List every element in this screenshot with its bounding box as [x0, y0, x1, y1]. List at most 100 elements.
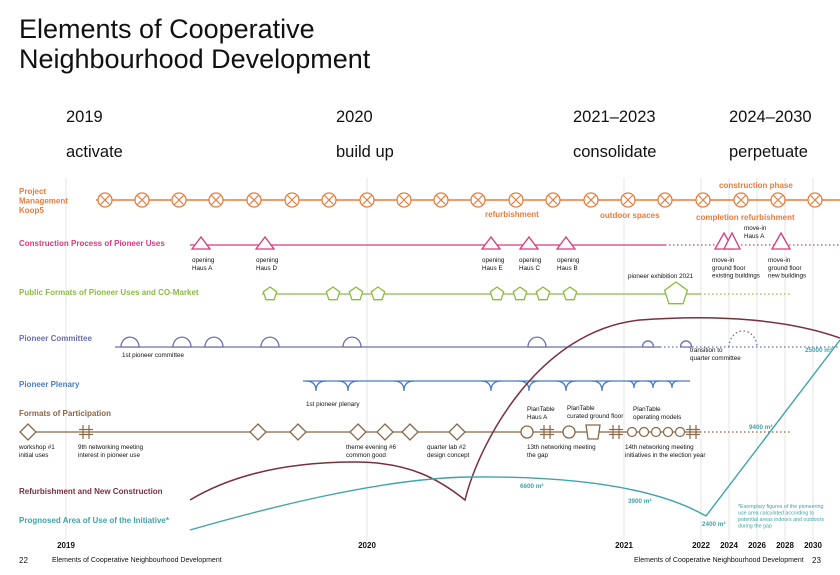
- cross-circle-icon: [583, 192, 599, 208]
- area-value-25000: 25000 m²: [805, 347, 832, 354]
- pentagon-icon: [370, 286, 386, 301]
- cross-circle-icon: [134, 192, 150, 208]
- area-value-2400: 2400 m²: [702, 521, 725, 528]
- construction-row-label: Construction Process of Pioneer Uses: [19, 239, 165, 248]
- cross-circle-icon: [171, 192, 187, 208]
- public-formats-row-label: Public Formats of Pioneer Uses and CO-Ma…: [19, 288, 199, 297]
- plenary-marker-icon: [665, 380, 679, 389]
- event-quarter-lab-line-2: design concept: [427, 452, 470, 459]
- triangle-icon: [480, 235, 502, 250]
- event-13th-networking-line-1: 13th networking meeting: [527, 444, 596, 451]
- page-title: Elements of Cooperative Neighbourhood De…: [19, 14, 370, 74]
- plenary-marker-icon: [305, 380, 327, 392]
- hash-icon: [79, 425, 93, 439]
- event-14th-networking-line-2: initiatives in the election year: [625, 452, 706, 459]
- plenary-marker-icon: [627, 380, 641, 389]
- phase-label-perpetuate: perpetuate: [729, 143, 808, 161]
- event-move-in-existing-line-2: ground floor: [712, 265, 746, 272]
- project-management-label-line-2: Management: [19, 197, 68, 206]
- area-footnote-line-4: during the gap: [738, 524, 772, 530]
- area-value-3900: 3900 m²: [628, 498, 651, 505]
- hash-icon: [540, 425, 554, 439]
- small-circle-icon: [674, 426, 686, 438]
- cross-circle-icon: [695, 192, 711, 208]
- pentagon-icon: [325, 286, 341, 301]
- axis-year-2030: 2030: [804, 541, 822, 550]
- small-circle-icon: [650, 426, 662, 438]
- annotation-pioneer-exhibition: pioneer exhibition 2021: [628, 273, 694, 280]
- small-circle-icon: [626, 426, 638, 438]
- diamond-icon: [289, 423, 307, 441]
- event-move-in-haus-a-line-2: Haus A: [744, 233, 765, 240]
- event-13th-networking-line-2: the gap: [527, 452, 549, 459]
- event-plantable-haus-a-line-2: Haus A: [527, 414, 548, 421]
- annotation-1st-plenary: 1st pioneer plenary: [306, 401, 360, 408]
- axis-year-2022: 2022: [692, 541, 710, 550]
- event-opening-haus-c-line-1: opening: [519, 257, 542, 264]
- committee-dome-icon: [679, 340, 693, 348]
- committee-dome-future-icon: [728, 330, 758, 348]
- year-gridlines: [65, 178, 814, 540]
- plenary-marker-icon: [480, 380, 502, 392]
- small-circle-icon: [662, 426, 674, 438]
- participation-row-label: Formats of Participation: [19, 409, 111, 418]
- event-move-in-new-line-2: ground floor: [768, 265, 802, 272]
- area-value-9400: 9400 m²: [749, 424, 772, 431]
- phase-year-2024-2030: 2024–2030: [729, 108, 812, 126]
- phase-year-2019: 2019: [66, 108, 103, 126]
- diamond-icon: [401, 423, 419, 441]
- committee-dome-icon: [527, 336, 547, 348]
- axis-year-2024: 2024: [720, 541, 738, 550]
- event-opening-haus-a-line-1: opening: [192, 257, 215, 264]
- cross-circle-icon: [246, 192, 262, 208]
- triangle-icon: [190, 235, 212, 250]
- event-workshop-1-line-1: workshop #1: [18, 444, 55, 451]
- event-plantable-ground-floor-line-2: curated ground floor: [567, 413, 623, 420]
- pentagon-icon: [489, 286, 505, 301]
- area-row-label: Prognosed Area of Use of the Initiative*: [19, 516, 170, 525]
- event-move-in-existing-line-1: move-in: [712, 257, 735, 264]
- axis-year-2028: 2028: [776, 541, 794, 550]
- page-number-left: 22: [19, 556, 28, 565]
- phase-year-2021-2023: 2021–2023: [573, 108, 656, 126]
- cross-circle-icon: [321, 192, 337, 208]
- hash-icon: [686, 425, 700, 439]
- diamond-icon: [19, 423, 37, 441]
- event-theme-evening-line-1: theme evening #6: [346, 444, 397, 451]
- diamond-icon: [448, 423, 466, 441]
- committee-dome-icon: [120, 336, 140, 348]
- triangle-icon: [555, 235, 577, 250]
- plenary-marker-icon: [555, 380, 577, 392]
- event-opening-haus-d-line-2: Haus D: [256, 265, 277, 272]
- event-plantable-haus-a-line-1: PlanTable: [527, 406, 555, 413]
- triangle-icon: [518, 235, 540, 250]
- phase-label-activate: activate: [66, 143, 123, 161]
- area-curve: [189, 339, 840, 531]
- annotation-1st-committee: 1st pioneer committee: [122, 352, 184, 359]
- phase-label-build-up: build up: [336, 143, 394, 161]
- page-title-line-1: Elements of Cooperative: [19, 14, 315, 44]
- pentagon-icon-large: [663, 281, 689, 305]
- cross-circle-icon: [359, 192, 375, 208]
- year-axis: 2019 2020 2021 2022 2024 2026 2028 2030: [57, 541, 822, 550]
- annotation-transition-line-2: quarter committee: [690, 355, 741, 362]
- plenary-marker-icon: [393, 380, 415, 392]
- event-workshop-1-line-2: initial uses: [19, 452, 48, 459]
- event-opening-haus-e-line-2: Haus E: [482, 265, 503, 272]
- cross-circle-icon: [433, 192, 449, 208]
- circle-icon: [562, 425, 576, 439]
- small-circle-icon: [638, 426, 650, 438]
- cross-circle-icon: [807, 192, 823, 208]
- event-move-in-new-line-1: move-in: [768, 257, 791, 264]
- committee-dome-icon: [641, 340, 655, 348]
- plenary-marker-icon: [518, 380, 540, 392]
- page-number-right: 23: [812, 556, 821, 565]
- diamond-icon: [249, 423, 267, 441]
- cross-circle-icon: [284, 192, 300, 208]
- cross-circle-icon: [545, 192, 561, 208]
- hash-icon: [609, 425, 623, 439]
- event-plantable-operating-line-2: operating models: [633, 414, 681, 421]
- triangle-icon: [254, 235, 276, 250]
- cross-circle-icon: [97, 192, 113, 208]
